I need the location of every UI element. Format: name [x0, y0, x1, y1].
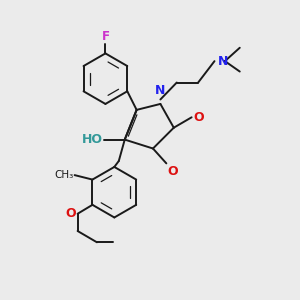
Text: O: O [65, 207, 76, 220]
Text: N: N [155, 84, 166, 98]
Text: O: O [168, 165, 178, 178]
Text: CH₃: CH₃ [54, 170, 73, 180]
Text: F: F [101, 30, 110, 43]
Text: HO: HO [81, 133, 102, 146]
Text: N: N [218, 55, 228, 68]
Text: O: O [194, 111, 204, 124]
